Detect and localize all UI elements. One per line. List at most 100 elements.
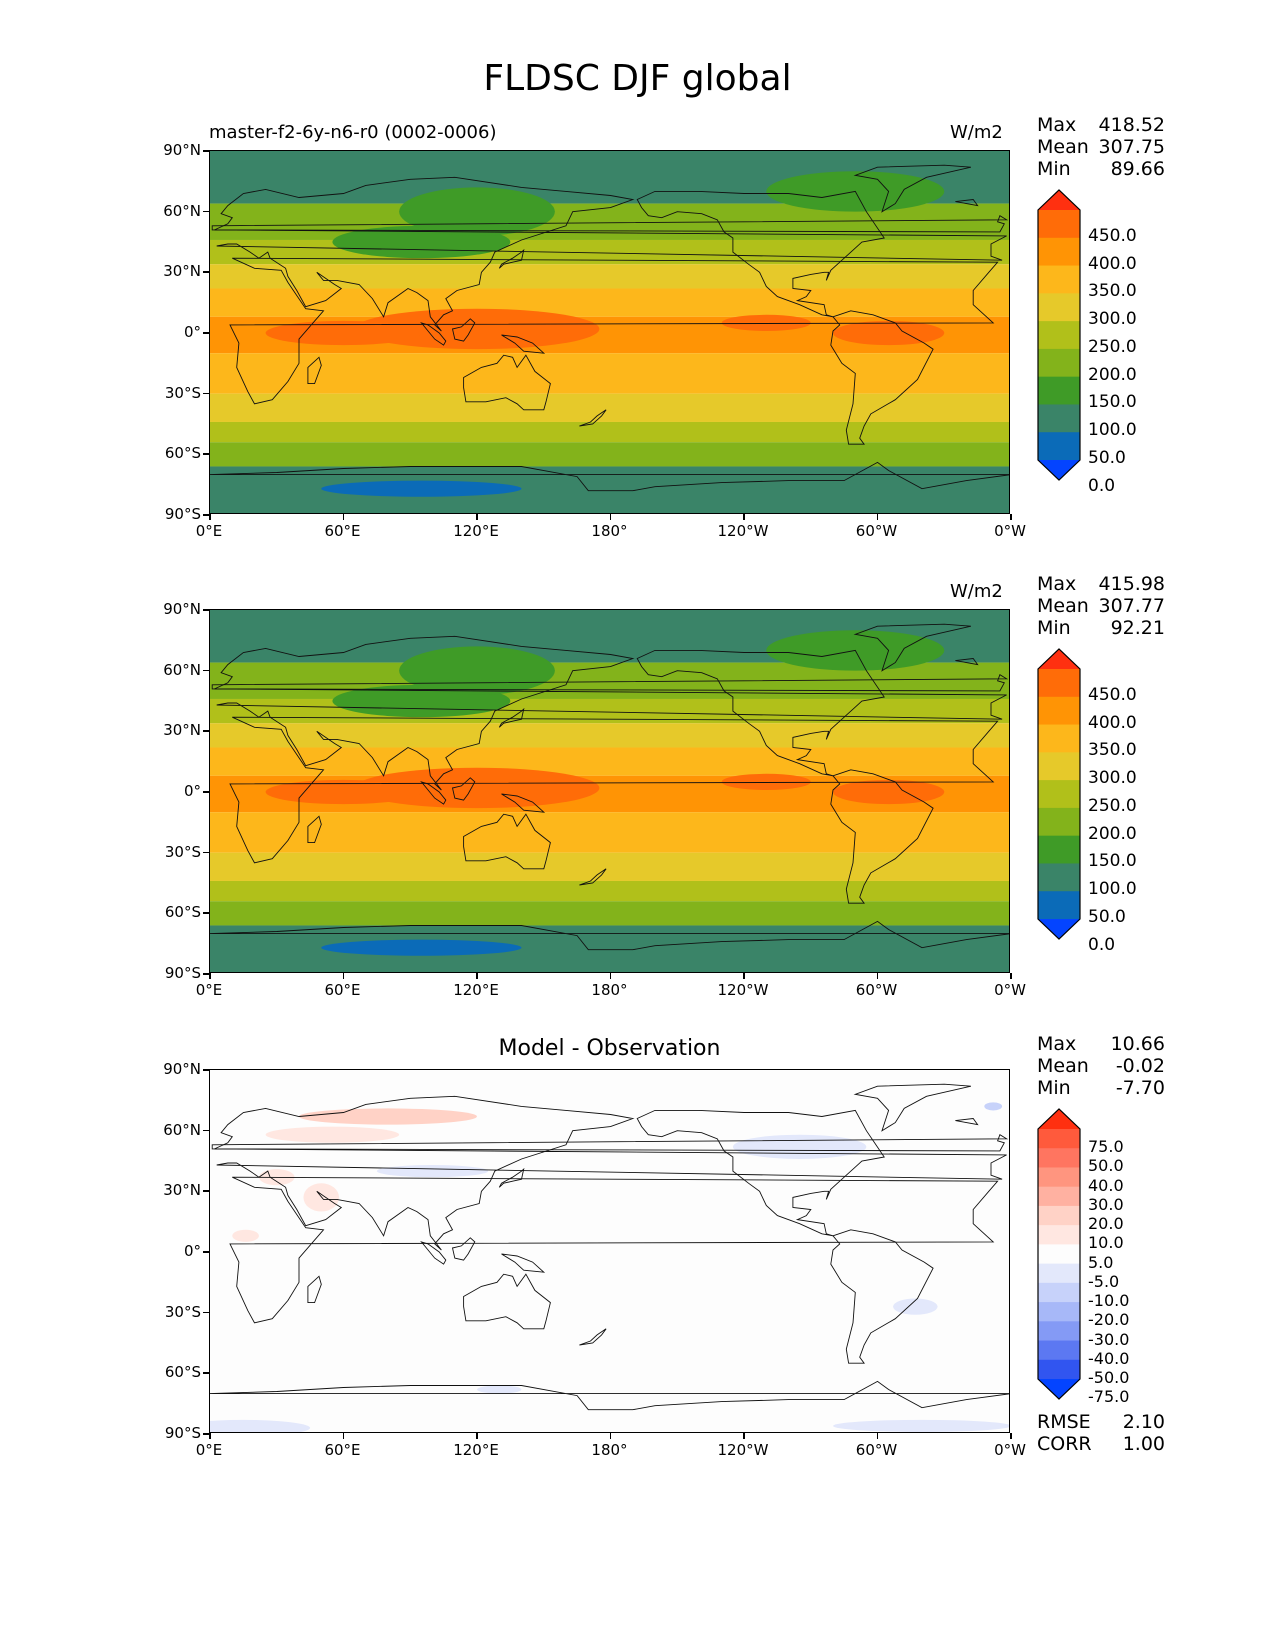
coastline-greenland: [853, 164, 971, 213]
colorbar-segment: [1038, 1340, 1080, 1361]
lon-tick-label: 0°E: [195, 522, 223, 540]
coastline-eurasia: [214, 1095, 1007, 1251]
colorbar-label: 200.0: [1088, 364, 1137, 385]
coastline-antarctica: [210, 920, 1009, 951]
stat-row: Max 418.52: [1037, 114, 1165, 136]
colorbar-segment: [1038, 835, 1080, 864]
colorbar-extend-min: [1038, 919, 1080, 939]
lat-tick-label: 30°S: [164, 1302, 201, 1321]
colorbar-label: 50.0: [1088, 907, 1126, 927]
stat-name: RMSE: [1037, 1411, 1091, 1433]
anomaly-patch: [984, 1102, 1003, 1111]
lat-tick-label: 30°N: [163, 721, 201, 740]
lat-tick: [203, 669, 209, 672]
coastline-new-zealand: [579, 1328, 607, 1346]
lat-tick: [203, 1190, 209, 1192]
colorbar-label: 400.0: [1088, 712, 1137, 733]
anomaly-patch: [210, 1419, 311, 1432]
lat-tick: [203, 1129, 209, 1132]
lon-tick: [209, 1433, 211, 1439]
contour-band: [210, 880, 1009, 902]
coastline-japan: [498, 707, 525, 728]
coastline-africa: [229, 1176, 999, 1324]
coastline-new-guinea: [501, 793, 546, 813]
colorbar-label: 75.0: [1088, 1137, 1124, 1157]
colorbar-label: 0.0: [1088, 934, 1116, 955]
stat-row: RMSE 2.10: [1037, 1411, 1165, 1433]
lon-tick: [1010, 973, 1012, 979]
colorbar: [1037, 1108, 1081, 1400]
colorbar-segment: [1038, 321, 1080, 350]
map-model: [209, 150, 1010, 514]
colorbar-extend-max: [1038, 190, 1080, 210]
stat-value: 89.66: [1110, 158, 1165, 180]
coastline-eurasia: [214, 176, 1007, 332]
colorbar-label: 100.0: [1088, 420, 1137, 441]
stat-value: -7.70: [1115, 1077, 1165, 1099]
contour-region: [321, 480, 522, 497]
lon-tick-label: 180°: [591, 1441, 628, 1459]
colorbar-segment: [1038, 1263, 1080, 1284]
colorbar-segment: [1038, 752, 1080, 781]
lat-tick: [203, 332, 209, 334]
anomaly-patch: [232, 1229, 259, 1242]
colorbar-segment: [1038, 1302, 1080, 1322]
lon-tick-label: 60°W: [855, 522, 898, 540]
lon-tick: [609, 973, 611, 979]
stat-value: 307.75: [1098, 136, 1165, 158]
anomaly-patch: [299, 1108, 477, 1125]
lat-tick: [203, 1069, 209, 1071]
stat-value: 10.66: [1110, 1033, 1165, 1055]
lon-tick-label: 180°: [591, 981, 628, 999]
coastline-borneo: [451, 1237, 476, 1261]
lat-tick-label: 90°N: [163, 1060, 201, 1078]
coastline-new-zealand: [579, 868, 607, 886]
coastline-madagascar: [307, 356, 322, 385]
lon-tick-label: 0°W: [994, 522, 1026, 540]
colorbar-segment: [1038, 696, 1080, 726]
colorbar-label: 20.0: [1088, 1214, 1124, 1234]
map-canvas: [210, 151, 1009, 513]
contour-region: [265, 320, 422, 346]
stat-value: 1.00: [1122, 1433, 1165, 1455]
coastline-sumatra: [420, 322, 447, 346]
colorbar-label: 200.0: [1088, 823, 1137, 844]
colorbar-segment: [1038, 1244, 1080, 1265]
colorbar-label: 150.0: [1088, 392, 1137, 413]
anomaly-patch: [477, 1385, 522, 1394]
coastline-greenland: [853, 623, 971, 672]
stat-name: Max: [1037, 1033, 1077, 1055]
lat-tick-label: 60°N: [163, 660, 201, 679]
colorbar-label: 450.0: [1088, 225, 1137, 246]
colorbar: [1037, 189, 1081, 481]
lon-tick-label: 120°E: [453, 522, 499, 540]
stat-value: 418.52: [1098, 114, 1165, 136]
lat-tick-label: 30°N: [163, 1181, 201, 1200]
colorbar-label: 50.0: [1088, 448, 1126, 468]
coastline-sumatra: [420, 781, 447, 805]
coastline-uk: [211, 1134, 1009, 1152]
map-canvas: [210, 1070, 1009, 1432]
colorbar-label: 30.0: [1088, 1194, 1124, 1214]
coastline-australia: [463, 354, 551, 411]
colorbar-segment: [1038, 376, 1080, 405]
lon-tick: [209, 973, 211, 979]
anomaly-patch: [376, 1165, 489, 1178]
contour-band: [210, 442, 1009, 467]
lat-tick: [203, 1251, 209, 1253]
lon-tick-label: 180°: [591, 522, 628, 540]
contour-band: [210, 747, 1009, 776]
coastline-north-america: [636, 649, 885, 777]
lon-tick: [876, 514, 878, 520]
panel-footer-stats: RMSE 2.10 CORR 1.00: [1037, 1411, 1165, 1455]
colorbar-segment: [1038, 863, 1080, 892]
anomaly-patch: [732, 1134, 867, 1159]
coastline-borneo: [451, 777, 476, 801]
coastline-eurasia: [214, 635, 1007, 791]
lat-tick: [203, 609, 209, 611]
lat-tick-label: 60°S: [164, 903, 201, 922]
stat-row: Min -7.70: [1037, 1077, 1165, 1099]
stat-row: Max 10.66: [1037, 1033, 1165, 1055]
colorbar-outline: [1037, 1108, 1081, 1400]
contour-band: [210, 421, 1009, 443]
